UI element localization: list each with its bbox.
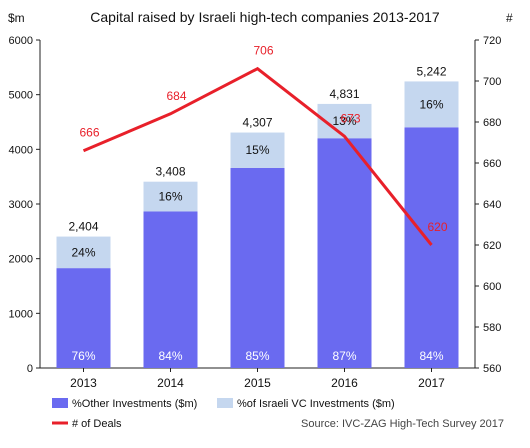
left-axis-tick-label: 5000 (9, 90, 33, 102)
right-axis-tick-label: 620 (483, 240, 501, 252)
left-axis-tick-label: 4000 (9, 144, 33, 156)
bar-other-investments (404, 127, 459, 368)
x-axis-tick-label: 2017 (418, 376, 445, 390)
legend-swatch-vc (217, 398, 233, 408)
bar-total-label: 3,408 (155, 165, 185, 179)
chart-title: Capital raised by Israeli high-tech comp… (90, 9, 440, 25)
bar-total-label: 2,404 (68, 220, 98, 234)
bar-other-share-label: 76% (71, 349, 95, 363)
left-axis-tick-label: 6000 (9, 35, 33, 47)
bar-total-label: 4,831 (329, 87, 359, 101)
bar-other-share-label: 87% (332, 349, 356, 363)
bar-vc-investments (143, 181, 198, 212)
bar-vc-investments (230, 132, 285, 168)
right-axis-tick-label: 720 (483, 35, 501, 47)
deals-data-label: 706 (253, 44, 273, 58)
deals-line (82, 66, 433, 246)
bar-vc-share-label: 16% (419, 97, 443, 111)
right-axis-tick-label: 700 (483, 76, 501, 88)
source-note: Source: IVC-ZAG High-Tech Survey 2017 (301, 418, 504, 430)
legend-label-deals: # of Deals (72, 418, 122, 430)
bar-total-label: 5,242 (416, 64, 446, 78)
left-axis-tick-label: 3000 (9, 199, 33, 211)
left-axis-tick-label: 1000 (9, 308, 33, 320)
deals-data-label: 684 (166, 89, 186, 103)
x-axis-tick-label: 2016 (331, 376, 358, 390)
x-axis-tick-label: 2013 (70, 376, 97, 390)
bar-other-investments (143, 211, 198, 368)
left-axis-unit: $m (8, 11, 25, 25)
bar-other-share-label: 85% (245, 349, 269, 363)
right-axis-tick-label: 600 (483, 281, 501, 293)
legend-label-other: %Other Investments ($m) (72, 398, 197, 410)
plot-area: 0 1000 2000 3000 4000 5000 6000 560 580 600 620 640… (9, 35, 502, 390)
legend-label-vc: %of Israeli VC Investments ($m) (237, 398, 395, 410)
bar-other-investments (56, 268, 111, 368)
deals-data-label: 673 (340, 111, 360, 125)
bar-other-investments (230, 167, 285, 368)
left-axis-tick-label: 2000 (9, 254, 33, 266)
right-axis-tick-label: 560 (483, 363, 501, 375)
bar-vc-share-label: 24% (71, 245, 95, 259)
bar-other-share-label: 84% (419, 349, 443, 363)
right-axis-tick-label: 660 (483, 158, 501, 170)
x-axis-tick-label: 2014 (157, 376, 184, 390)
right-axis-tick-label: 640 (483, 199, 501, 211)
bar-vc-investments (56, 236, 111, 269)
legend: %Other Investments ($m) %of Israeli VC I… (52, 398, 504, 430)
bar-vc-share-label: 16% (158, 190, 182, 204)
deals-data-label: 620 (427, 220, 447, 234)
right-axis-tick-label: 580 (483, 322, 501, 334)
bar-other-investments (317, 138, 372, 368)
legend-swatch-other (52, 398, 68, 408)
right-axis-unit: # (506, 11, 513, 25)
right-axis-tick-label: 680 (483, 117, 501, 129)
bar-vc-share-label: 15% (245, 143, 269, 157)
left-axis-tick-label: 0 (27, 363, 33, 375)
deals-data-label: 666 (79, 126, 99, 140)
x-axis-tick-label: 2015 (244, 376, 271, 390)
bar-vc-share-label: 13% (332, 114, 356, 128)
bar-vc-investments (404, 81, 459, 128)
bar-total-label: 4,307 (242, 116, 272, 130)
bar-other-share-label: 84% (158, 349, 182, 363)
